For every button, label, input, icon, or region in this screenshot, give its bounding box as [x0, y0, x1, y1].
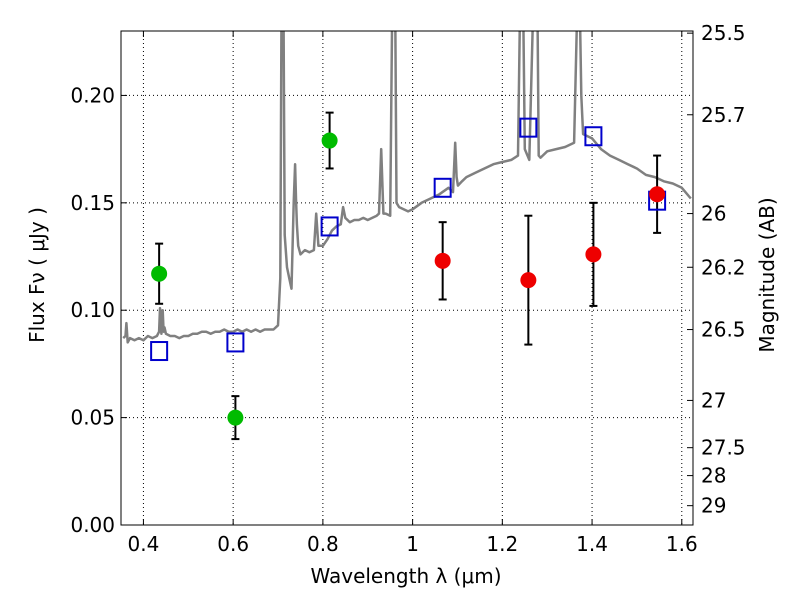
- mag-tick-label: 27.5: [701, 436, 746, 460]
- y-tick-label: 0.20: [70, 83, 115, 107]
- y-axis-label: Flux Fν ( μJy ): [25, 207, 49, 343]
- data-point: [649, 186, 666, 203]
- y-axis-right-label: Magnitude (AB): [755, 197, 779, 352]
- data-point: [321, 132, 338, 149]
- mag-tick-label: 28: [701, 464, 726, 488]
- data-point: [151, 265, 168, 282]
- mag-tick-label: 26.5: [701, 318, 746, 342]
- y-tick-label: 0.05: [70, 406, 115, 430]
- model-spectrum-line: [122, 31, 692, 344]
- data-point: [520, 272, 537, 289]
- model-photometry-square: [584, 126, 603, 147]
- ticks-layer: 0.4 0.6 0.8 1 1.2 1.4 1.6 0.00 0.05 0.10 0.15 0.20 2…: [70, 21, 745, 556]
- x-tick-label: 1.2: [486, 532, 518, 556]
- model-photometry-square: [519, 117, 538, 138]
- x-tick-label: 1: [406, 532, 419, 556]
- mag-tick-label: 26: [701, 202, 726, 226]
- y-tick-label: 0.15: [70, 191, 115, 215]
- x-tick-label: 0.8: [307, 532, 339, 556]
- grid: [121, 31, 693, 526]
- x-tick-label: 0.4: [128, 532, 160, 556]
- model-spectrum-layer: [122, 31, 692, 344]
- mag-tick-label: 27: [701, 388, 726, 412]
- y-tick-label: 0.10: [70, 298, 115, 322]
- model-photometry-square: [150, 341, 169, 362]
- y-tick-label: 0.00: [70, 513, 115, 537]
- data-point: [585, 246, 602, 263]
- points-layer: [150, 117, 667, 426]
- errorbar-layer: [155, 111, 662, 441]
- data-point: [227, 409, 244, 426]
- mag-tick-label: 29: [701, 494, 726, 518]
- mag-tick-label: 25.5: [701, 21, 746, 45]
- x-tick-label: 1.6: [666, 532, 698, 556]
- model-photometry-square: [320, 216, 339, 237]
- mag-tick-label: 25.7: [701, 103, 746, 127]
- x-tick-label: 1.4: [576, 532, 608, 556]
- data-point: [434, 252, 451, 269]
- mag-tick-label: 26.2: [701, 255, 746, 279]
- x-tick-label: 0.6: [217, 532, 249, 556]
- model-photometry-square: [433, 177, 452, 198]
- plot-frame: [120, 30, 694, 526]
- x-axis-label: Wavelength λ (μm): [310, 564, 501, 588]
- model-photometry-square: [226, 332, 245, 353]
